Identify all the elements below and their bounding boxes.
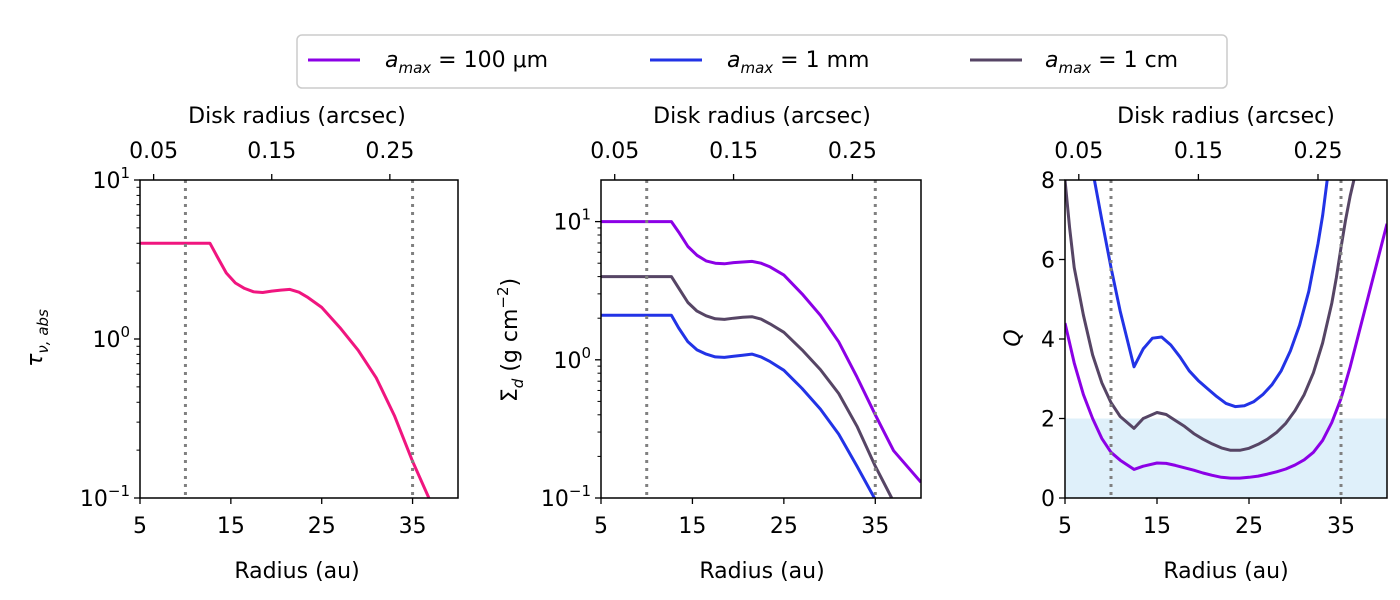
plot-area (601, 180, 921, 498)
y-tick-label: 4 (1041, 328, 1055, 353)
y-tick-label: 10−1 (80, 482, 130, 512)
panel-optical-depth: Disk radius (arcsec) Radius (au) τν, abs… (23, 104, 459, 584)
top-tick-label: 0.25 (365, 139, 414, 164)
top-tick-label: 0.15 (247, 139, 296, 164)
ylabel: Σd (g cm−2) (494, 278, 527, 402)
x-tick-label: 15 (678, 514, 706, 539)
x-tick-label: 25 (308, 514, 336, 539)
y-tick-label: 8 (1041, 169, 1055, 194)
series-line-0 (601, 220, 921, 484)
ylabel: τν, abs (23, 309, 52, 367)
series-line-0 (140, 241, 431, 498)
xlabel: Radius (au) (699, 559, 824, 584)
y-tick-label: 100 (553, 344, 591, 374)
y-tick-label: 101 (553, 206, 591, 236)
ylabel: Q (1001, 329, 1026, 346)
axes-frame (600, 179, 922, 499)
y-tick-label: 6 (1041, 249, 1055, 274)
top-tick-label: 0.25 (1294, 139, 1343, 164)
x-tick-label: 5 (1058, 514, 1072, 539)
stable-region-shade (1065, 418, 1387, 498)
y-tick-label: 2 (1041, 408, 1055, 433)
top-xlabel: Disk radius (arcsec) (188, 104, 406, 129)
y-tick-label: 0 (1041, 487, 1055, 512)
y-tick-label: 100 (92, 323, 130, 353)
panel-dust-surface-density: Disk radius (arcsec) Radius (au) Σd (g c… (494, 104, 922, 584)
x-tick-label: 25 (770, 514, 798, 539)
y-tick-label: 10−1 (541, 482, 591, 512)
legend-label-1mm: amax = 1 mm (727, 48, 869, 77)
top-tick-label: 0.15 (709, 139, 758, 164)
plot-area (1065, 180, 1387, 498)
xlabel: Radius (au) (234, 559, 359, 584)
top-tick-label: 0.05 (590, 139, 639, 164)
top-tick-label: 0.05 (129, 139, 178, 164)
x-tick-label: 25 (1235, 514, 1263, 539)
top-tick-label: 0.15 (1174, 139, 1223, 164)
legend-frame (296, 34, 1228, 89)
series-line-0 (1065, 223, 1387, 480)
plot-area (140, 180, 431, 498)
legend-label-100um: amax = 100 μm (385, 48, 548, 77)
x-tick-label: 5 (594, 514, 608, 539)
x-tick-label: 35 (1327, 514, 1355, 539)
series-line-1 (1065, 180, 1356, 452)
xlabel: Radius (au) (1163, 559, 1288, 584)
legend-label-1cm: amax = 1 cm (1045, 48, 1178, 77)
legend: amax = 100 μm amax = 1 mm amax = 1 cm (296, 34, 1228, 89)
top-tick-label: 0.05 (1054, 139, 1103, 164)
series-line-2 (1092, 180, 1329, 409)
panel-toomre-q: Disk radius (arcsec) Radius (au) Q 5 15 25… (1001, 104, 1388, 584)
x-tick-label: 35 (399, 514, 427, 539)
top-xlabel: Disk radius (arcsec) (653, 104, 871, 129)
x-tick-label: 15 (217, 514, 245, 539)
top-tick-label: 0.25 (828, 139, 877, 164)
series-line-1 (601, 275, 894, 498)
x-tick-label: 5 (133, 514, 147, 539)
x-tick-label: 15 (1143, 514, 1171, 539)
x-tick-label: 35 (861, 514, 889, 539)
y-tick-label: 101 (92, 164, 130, 194)
axes-frame (139, 179, 459, 499)
series-line-2 (601, 313, 876, 498)
top-xlabel: Disk radius (arcsec) (1117, 104, 1335, 129)
